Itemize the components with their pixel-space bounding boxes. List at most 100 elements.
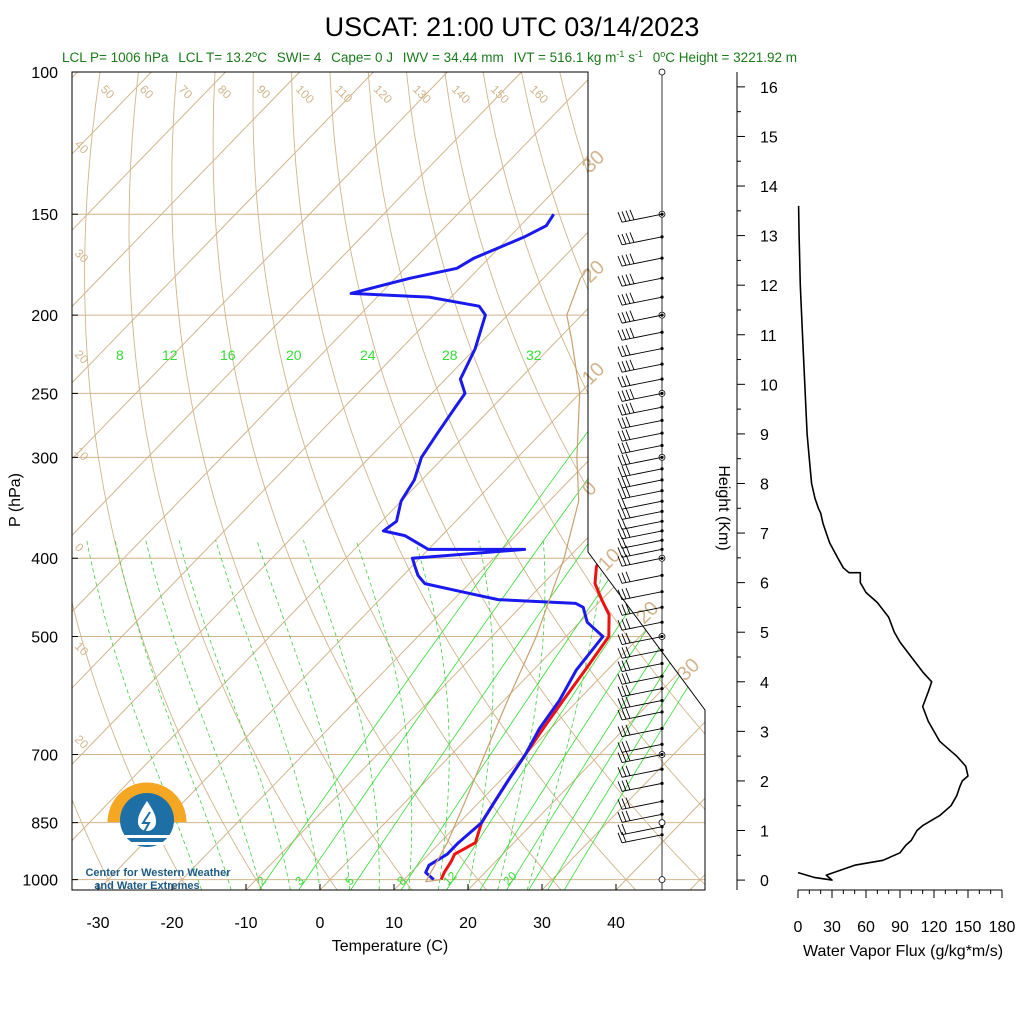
wind-barb-flag [621, 766, 627, 777]
wind-level-dot [660, 235, 664, 239]
wind-barb-shaft [621, 479, 663, 489]
wind-barb-flag [625, 696, 631, 708]
flux-y-tick-label: 8 [760, 476, 769, 493]
wind-level-dot [660, 573, 664, 577]
parcel-profile [425, 72, 705, 883]
isotherm-top-label: 130 [410, 82, 434, 106]
dry-adiabat-line [635, 72, 705, 890]
dry-adiabat-line [84, 72, 268, 890]
wind-barb-flag [617, 832, 623, 843]
wind-barb-shaft [621, 649, 663, 659]
wind-barb-flag [617, 799, 623, 810]
wind-barb-flag [617, 661, 623, 672]
mixing-ratio-line [350, 296, 705, 890]
wind-barb-flag [625, 618, 631, 629]
y-tick-label: 1000 [22, 873, 58, 890]
wind-level-dot [660, 752, 664, 757]
wind-level-dot [660, 467, 664, 471]
wind-barb-flag [625, 659, 631, 671]
wind-barb-shaft [621, 432, 663, 442]
flux-y-tick-label: 5 [760, 625, 769, 642]
wind-barb-flag [625, 389, 631, 400]
wind-barb-flag [621, 604, 627, 615]
isotherm-line [72, 72, 596, 890]
mixing-ratio-line [446, 296, 705, 890]
dry-adiabat-right-label: 20 [632, 597, 663, 628]
wind-barb-flag [629, 310, 635, 321]
wind-barb-flag [621, 555, 627, 566]
logo-line-1: Center for Western Weather [85, 867, 231, 879]
flux-x-tick-label: 150 [955, 919, 982, 936]
wind-barb-shaft [621, 711, 663, 721]
wind-level-dot [660, 377, 664, 381]
wind-barb-flag [621, 518, 627, 529]
wind-barb-shaft [621, 539, 663, 549]
dry-adiabat-right-label: 0 [578, 477, 601, 500]
moist-adiabat-line [86, 540, 202, 890]
flux-y-tick-label: 4 [760, 675, 769, 692]
wind-level-dot [660, 648, 664, 652]
logo-sun-ring [107, 782, 187, 823]
wind-barb-flag [621, 487, 627, 499]
mixing-ratio-bottom-label: 2 [254, 873, 269, 888]
cw3e-logo: Center for Western Weather and Water Ext… [85, 782, 231, 892]
wind-barb-flag [629, 388, 635, 400]
isotherm-line [72, 72, 226, 890]
wind-barb-flag [629, 209, 635, 220]
wind-barb-flag [625, 684, 631, 696]
wind-level-dot [660, 455, 664, 459]
wind-barb-shaft [621, 314, 663, 324]
dry-adiabat-line [171, 72, 418, 890]
wind-barb-flag [625, 672, 631, 683]
wind-barb-shaft [621, 826, 663, 836]
wind-barb-flag [617, 361, 623, 373]
dry-adiabat-line [828, 72, 1024, 897]
flux-y-tick-label: 10 [760, 377, 778, 394]
wind-barb-flag [621, 697, 627, 708]
wind-level-dot [660, 661, 664, 666]
wind-barb-flag [621, 211, 627, 222]
isotherm-line [171, 72, 705, 890]
wind-barb-shaft [621, 378, 663, 388]
wind-barb-shaft [621, 392, 663, 402]
wind-barb-shaft [621, 406, 663, 416]
wind-barb-flag [621, 390, 627, 401]
wind-barb-flag [625, 779, 631, 790]
wind-barb-flag [617, 538, 623, 549]
dry-adiabat-line [291, 72, 643, 890]
wind-barb-flag [621, 498, 627, 509]
isotherm-line [615, 72, 705, 890]
dry-adiabat-line [905, 72, 1024, 897]
wind-barb-flag [621, 780, 627, 791]
wind-level-dot [660, 489, 664, 493]
wind-barb-flag [617, 418, 623, 429]
moist-adiabat-line [303, 540, 380, 890]
wind-level-dot [660, 529, 664, 533]
isotherm-top-label: 120 [371, 82, 395, 106]
wind-barb-flag [621, 647, 627, 658]
wind-barb-flag [617, 698, 623, 709]
wind-level-dot [660, 674, 664, 678]
isotherm-left-label: 20 [72, 347, 92, 367]
wind-barb-flag [617, 752, 623, 763]
flux-y-tick-label: 0 [760, 873, 769, 890]
dry-adiabat-line [367, 72, 705, 890]
wind-barb-shaft [621, 520, 663, 530]
wind-level-dot [660, 710, 664, 714]
x-tick-label: -30 [86, 915, 109, 932]
wind-barb-flag [621, 376, 627, 387]
flux-y-tick-label: 13 [760, 229, 778, 246]
moist-adiabat-line [215, 540, 321, 890]
wind-barb-flag [617, 620, 623, 631]
y-tick-label: 150 [31, 207, 58, 224]
wind-barb-flag [621, 527, 627, 539]
wind-level-dot [660, 330, 664, 334]
wind-level-dot [660, 825, 664, 829]
dry-adiabat-right-label: 30 [673, 654, 704, 685]
zero-c-height: 0 [653, 50, 661, 65]
wind-barb-flag [621, 508, 627, 519]
dry-adiabat-line [329, 72, 705, 890]
lcl-temperature: LCL T= 13.2 [178, 50, 252, 65]
dry-adiabat-right-label: 20 [578, 256, 609, 287]
wind-barb-flag [629, 402, 635, 413]
